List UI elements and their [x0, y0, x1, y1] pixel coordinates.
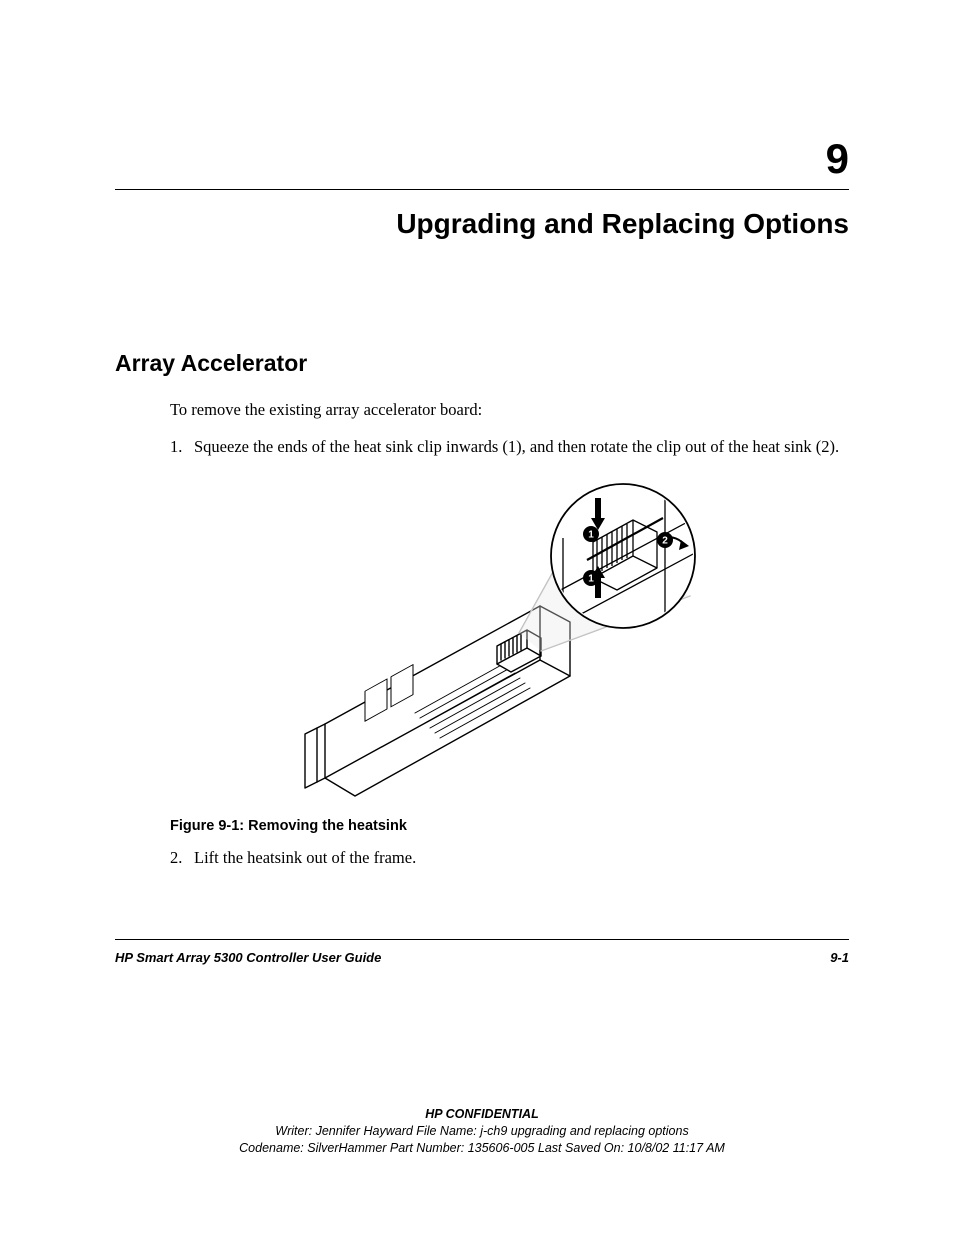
step-text: Squeeze the ends of the heat sink clip i… — [194, 435, 849, 458]
figure-9-1: 1 1 2 Figure 9-1: Removing the heatsink — [170, 478, 849, 834]
confidential-writer-line: Writer: Jennifer Hayward File Name: j-ch… — [115, 1123, 849, 1140]
footer-rule — [115, 939, 849, 940]
step-1: 1. Squeeze the ends of the heat sink cli… — [170, 435, 849, 458]
step-text: Lift the heatsink out of the frame. — [194, 846, 849, 869]
section-title: Array Accelerator — [115, 350, 849, 377]
callout-1a: 1 — [588, 530, 594, 541]
footer-page-number: 9-1 — [830, 950, 849, 965]
chapter-number: 9 — [115, 135, 849, 183]
footer-guide-title: HP Smart Array 5300 Controller User Guid… — [115, 950, 381, 965]
step-2: 2. Lift the heatsink out of the frame. — [170, 846, 849, 869]
callout-1b: 1 — [588, 574, 594, 585]
confidential-block: HP CONFIDENTIAL Writer: Jennifer Hayward… — [115, 1106, 849, 1157]
chapter-rule — [115, 189, 849, 190]
figure-caption: Figure 9-1: Removing the heatsink — [170, 818, 849, 834]
step-marker: 2. — [170, 846, 194, 869]
confidential-codename-line: Codename: SilverHammer Part Number: 1356… — [115, 1140, 849, 1157]
chapter-title: Upgrading and Replacing Options — [115, 208, 849, 240]
heatsink-diagram: 1 1 2 — [295, 478, 725, 808]
confidential-title: HP CONFIDENTIAL — [115, 1106, 849, 1123]
callout-2: 2 — [662, 536, 668, 547]
step-marker: 1. — [170, 435, 194, 458]
intro-text: To remove the existing array accelerator… — [170, 399, 849, 421]
